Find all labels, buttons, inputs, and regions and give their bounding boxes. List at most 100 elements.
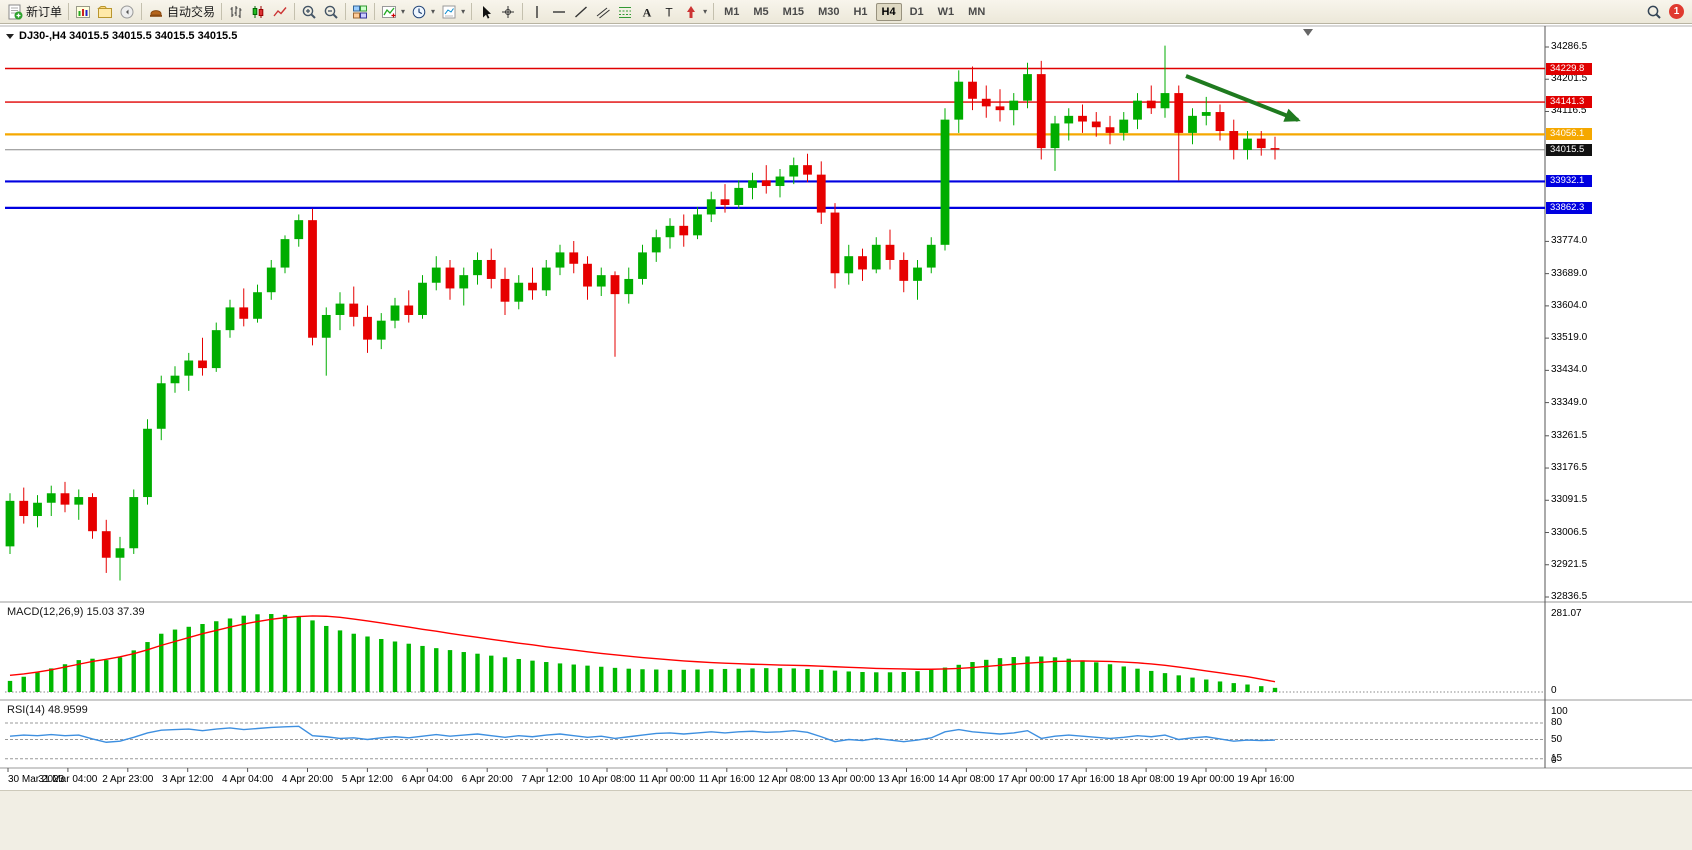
rsi-axis-label: 100 bbox=[1551, 706, 1568, 717]
toolbar-separator bbox=[68, 3, 70, 20]
auto-trading-button[interactable]: 自动交易 bbox=[145, 1, 218, 22]
hline-icon bbox=[553, 10, 566, 13]
notifications-badge[interactable]: 1 bbox=[1669, 4, 1684, 19]
price-axis-label: 34116.5 bbox=[1551, 105, 1587, 117]
periods-icon bbox=[412, 5, 426, 18]
zoom-in-button[interactable] bbox=[298, 1, 320, 22]
toolbar-separator bbox=[713, 3, 715, 20]
candlestick-chart-button[interactable] bbox=[247, 1, 269, 22]
rsi-label: RSI(14) 48.9599 bbox=[7, 704, 88, 716]
tile-windows-button[interactable] bbox=[349, 1, 371, 22]
timeframe-H1-button[interactable]: H1 bbox=[853, 5, 868, 18]
time-axis-label: 11 Apr 00:00 bbox=[638, 774, 695, 785]
price-axis-label: 33604.0 bbox=[1551, 299, 1588, 311]
fibonacci-button[interactable] bbox=[614, 1, 636, 22]
price-tag: 33862.3 bbox=[1546, 201, 1592, 214]
cursor-button[interactable] bbox=[475, 1, 497, 22]
toolbar-separator bbox=[374, 3, 376, 20]
time-axis-label: 6 Apr 20:00 bbox=[461, 774, 513, 785]
bottom-area bbox=[0, 790, 1692, 850]
trend-arrow-annotation[interactable] bbox=[1185, 74, 1301, 122]
crosshair-button[interactable] bbox=[497, 1, 519, 22]
price-axis-label: 33774.0 bbox=[1551, 235, 1588, 247]
macd-axis-zero-label: 0 bbox=[1551, 685, 1557, 696]
timeframe-MN-button[interactable]: MN bbox=[968, 5, 986, 18]
chart-canvas bbox=[0, 25, 1692, 772]
bar-chart-button[interactable] bbox=[225, 1, 247, 22]
price-axis-label: 34286.5 bbox=[1551, 41, 1588, 52]
toolbar-separator bbox=[294, 3, 296, 20]
current-price-tag: 34015.5 bbox=[1546, 143, 1592, 156]
price-axis-label: 33091.5 bbox=[1551, 494, 1588, 506]
auto-trading-button-label: 自动交易 bbox=[167, 5, 216, 19]
chevron-down-icon: ▾ bbox=[431, 7, 436, 16]
chevron-down-icon: ▾ bbox=[461, 7, 466, 16]
macd-signal-line bbox=[9, 615, 1276, 683]
text-button[interactable]: A bbox=[636, 1, 658, 22]
vertical-line-button[interactable] bbox=[526, 1, 548, 22]
rsi-line bbox=[9, 725, 1276, 743]
price-axis-label: 33349.0 bbox=[1551, 396, 1588, 408]
new-chart-button[interactable] bbox=[72, 1, 94, 22]
trendline-button[interactable] bbox=[570, 1, 592, 22]
new-order-button-label: 新订单 bbox=[26, 5, 63, 19]
price-tag: 34056.1 bbox=[1546, 128, 1592, 141]
search-button[interactable] bbox=[1643, 1, 1665, 22]
time-axis-label: 3 Apr 12:00 bbox=[162, 774, 214, 785]
sound-icon bbox=[120, 5, 134, 18]
alerts-button[interactable] bbox=[116, 1, 138, 22]
chart-dropdown-icon[interactable] bbox=[6, 33, 14, 39]
horizontal-line-button[interactable] bbox=[548, 1, 570, 22]
equidistant-channel-button[interactable] bbox=[592, 1, 614, 22]
price-axis-label: 32921.5 bbox=[1551, 558, 1588, 570]
svg-text:A: A bbox=[643, 5, 652, 19]
timeframe-M1-button[interactable]: M1 bbox=[724, 5, 740, 18]
line-chart-button[interactable] bbox=[269, 1, 291, 22]
macd-label: MACD(12,26,9) 15.03 37.39 bbox=[7, 606, 145, 618]
price-axis-label: 33006.5 bbox=[1551, 526, 1588, 538]
timeframe-M5-button[interactable]: M5 bbox=[753, 5, 769, 18]
new-order-button[interactable]: 新订单 bbox=[4, 1, 65, 22]
chevron-down-icon: ▾ bbox=[401, 7, 406, 16]
time-axis-label: 10 Apr 08:00 bbox=[578, 774, 636, 785]
periods-button[interactable]: ▾ bbox=[408, 1, 438, 22]
candles-chart-icon bbox=[252, 5, 264, 18]
price-axis-label: 32836.5 bbox=[1551, 591, 1588, 602]
auto-trading-icon bbox=[150, 9, 163, 17]
price-axis-label: 33689.0 bbox=[1551, 267, 1588, 279]
price-tag: 34229.8 bbox=[1546, 62, 1592, 75]
cursor-icon bbox=[483, 5, 492, 19]
zoom-out-button[interactable] bbox=[320, 1, 342, 22]
channel-icon bbox=[596, 7, 610, 18]
chart-window: DJ30-,H4 34015.5 34015.5 34015.5 34015.5… bbox=[0, 24, 1692, 850]
templates-button[interactable]: ▾ bbox=[438, 1, 468, 22]
timeframe-D1-button[interactable]: D1 bbox=[909, 5, 924, 18]
time-axis-label: 7 Apr 12:00 bbox=[521, 774, 573, 785]
timeframe-M30-button[interactable]: M30 bbox=[818, 5, 840, 18]
profiles-button[interactable] bbox=[94, 1, 116, 22]
trendline-icon bbox=[575, 5, 588, 18]
rsi-value: 48.9599 bbox=[47, 704, 88, 716]
search-icon bbox=[1647, 5, 1661, 19]
timeframe-M15-button[interactable]: M15 bbox=[782, 5, 805, 18]
price-axis-label: 33434.0 bbox=[1551, 364, 1588, 376]
time-axis-label: 18 Apr 08:00 bbox=[1117, 774, 1175, 785]
zoom-in-icon bbox=[302, 5, 316, 19]
chart-window-icon bbox=[76, 5, 91, 18]
rsi-axis-label: 0 bbox=[1551, 755, 1557, 766]
time-axis-label: 13 Apr 00:00 bbox=[818, 774, 875, 785]
rsi-axis-label: 15 bbox=[1551, 752, 1563, 764]
toolbar-separator bbox=[221, 3, 223, 20]
candles-layer bbox=[5, 45, 1280, 581]
timeframe-H4-button[interactable]: H4 bbox=[875, 2, 902, 21]
time-axis-label: 14 Apr 08:00 bbox=[938, 774, 995, 785]
indicators-button[interactable]: ▾ bbox=[378, 1, 408, 22]
bars-chart-icon bbox=[230, 5, 242, 18]
templates-icon bbox=[442, 5, 456, 18]
arrows-button[interactable]: ▾ bbox=[680, 1, 710, 22]
price-axis-label: 33519.0 bbox=[1551, 332, 1588, 344]
timeframe-W1-button[interactable]: W1 bbox=[937, 5, 955, 18]
chart-title: DJ30-,H4 34015.5 34015.5 34015.5 34015.5 bbox=[19, 30, 238, 42]
time-axis-label: 4 Apr 04:00 bbox=[222, 774, 274, 785]
text-label-button[interactable]: T bbox=[658, 1, 680, 22]
